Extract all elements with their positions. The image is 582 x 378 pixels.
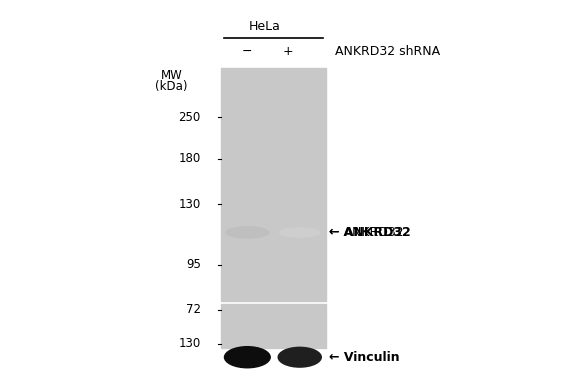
Bar (221, 304, 326, 348)
Text: MW: MW (161, 69, 183, 82)
Ellipse shape (223, 346, 271, 369)
Text: 95: 95 (186, 258, 201, 271)
Text: ← ANKRD32: ← ANKRD32 (329, 226, 410, 239)
Text: 130: 130 (179, 198, 201, 211)
Text: 130: 130 (179, 338, 201, 350)
Text: −: − (242, 45, 253, 57)
Ellipse shape (279, 227, 321, 238)
Text: 250: 250 (179, 111, 201, 124)
Text: ANKRD32 shRNA: ANKRD32 shRNA (335, 45, 440, 57)
Text: 180: 180 (179, 152, 201, 165)
Bar (221, 68, 326, 301)
Text: +: + (283, 45, 293, 57)
Text: HeLa: HeLa (249, 20, 281, 33)
Text: ← Vinculin: ← Vinculin (329, 351, 399, 364)
Ellipse shape (225, 226, 269, 239)
Ellipse shape (278, 347, 322, 368)
Text: ← ANKRD32: ← ANKRD32 (329, 226, 403, 239)
Text: 72: 72 (186, 304, 201, 316)
Text: (kDa): (kDa) (155, 81, 188, 93)
